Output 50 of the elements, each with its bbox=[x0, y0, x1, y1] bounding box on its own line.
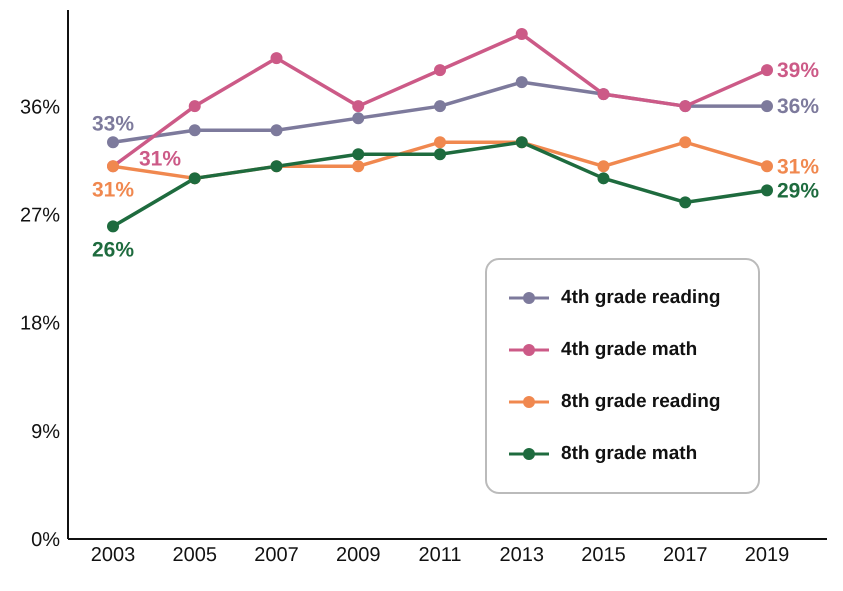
x-tick-label: 2011 bbox=[418, 544, 462, 566]
point bbox=[352, 148, 364, 160]
data-label: 36% bbox=[777, 95, 820, 118]
y-tick-label: 9% bbox=[31, 420, 60, 443]
x-tick-label: 2015 bbox=[581, 544, 626, 566]
point bbox=[107, 136, 119, 148]
x-tick-label: 2009 bbox=[336, 544, 380, 566]
point bbox=[761, 100, 773, 112]
point bbox=[188, 100, 201, 112]
point bbox=[598, 160, 610, 172]
legend-label: 4th grade reading bbox=[560, 286, 722, 310]
point bbox=[598, 172, 610, 184]
y-tick-label: 36% bbox=[20, 96, 60, 118]
point bbox=[679, 136, 692, 148]
data-label: 29% bbox=[777, 179, 820, 202]
data-label: 31% bbox=[139, 147, 182, 170]
x-tick-label: 2013 bbox=[500, 544, 544, 566]
point bbox=[434, 100, 446, 112]
y-tick-label: 18% bbox=[20, 312, 60, 335]
y-tick-label: 27% bbox=[20, 204, 60, 226]
data-label: 31% bbox=[92, 178, 134, 202]
point bbox=[352, 112, 364, 124]
x-tick-label: 2017 bbox=[663, 544, 708, 566]
data-label: 33% bbox=[92, 112, 134, 136]
x-tick-label: 2019 bbox=[744, 544, 790, 566]
point bbox=[188, 124, 201, 136]
data-label: 26% bbox=[92, 238, 134, 262]
point bbox=[352, 160, 364, 172]
point bbox=[761, 184, 773, 196]
x-tick-label: 2007 bbox=[254, 544, 299, 566]
data-label: 39% bbox=[777, 59, 820, 82]
legend-label: 8th grade math bbox=[560, 442, 698, 466]
point bbox=[270, 124, 282, 136]
x-tick-label: 2003 bbox=[90, 544, 136, 566]
point bbox=[434, 64, 446, 76]
point bbox=[107, 220, 119, 232]
y-tick-label: 0% bbox=[31, 529, 60, 552]
x-tick-label: 2005 bbox=[172, 544, 217, 566]
point bbox=[761, 160, 773, 172]
data-label: 31% bbox=[777, 155, 820, 178]
point bbox=[352, 100, 364, 112]
point bbox=[516, 76, 528, 88]
point bbox=[679, 196, 692, 208]
point bbox=[761, 64, 773, 76]
point bbox=[516, 28, 528, 40]
legend-label: 4th grade math bbox=[560, 338, 698, 362]
point bbox=[270, 52, 282, 64]
legend-label: 8th grade reading bbox=[560, 390, 722, 414]
point bbox=[434, 148, 446, 160]
point bbox=[434, 136, 446, 148]
